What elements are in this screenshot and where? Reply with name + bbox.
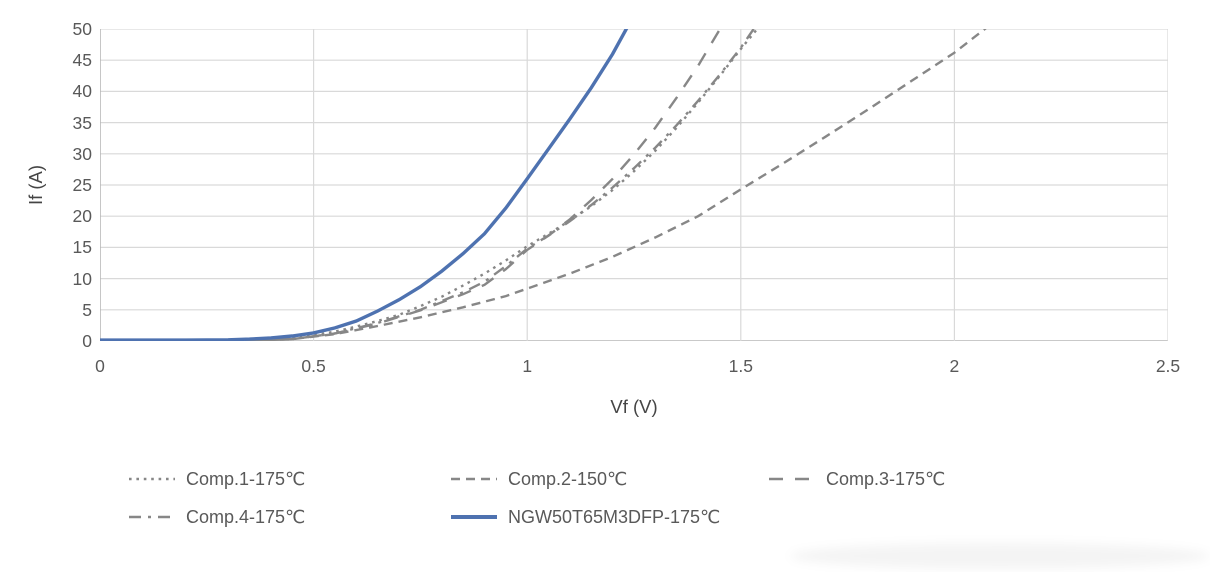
x-tick-label: 0 (95, 356, 105, 376)
chart-legend: Comp.1-175℃ Comp.2-150℃ Comp.3-175℃ Comp.4-… (128, 460, 945, 536)
legend-label: Comp.1-175℃ (186, 468, 306, 489)
legend-label: NGW50T65M3DFP-175℃ (508, 506, 721, 527)
y-tick-label: 0 (82, 331, 92, 351)
series-curve-5 (100, 29, 629, 341)
x-tick-label: 0.5 (301, 356, 326, 376)
y-tick-label: 5 (82, 299, 92, 320)
y-tick-label: 15 (72, 237, 92, 258)
x-tick-label: 2 (949, 356, 960, 376)
legend-marker-line (769, 477, 815, 481)
y-tick-label: 40 (72, 81, 92, 102)
plot-area (100, 29, 1168, 341)
y-tick-label: 25 (72, 175, 92, 195)
y-tick-label: 45 (72, 50, 92, 71)
series-curve-4 (100, 29, 756, 341)
x-tick-label: 1 (522, 356, 533, 376)
x-tick-label: 2.5 (1155, 356, 1181, 376)
legend-marker-line (451, 477, 497, 481)
legend-item-1: Comp.1-175℃ (128, 469, 450, 490)
legend-label: Comp.2-150℃ (508, 468, 628, 489)
shadow-artifact (790, 543, 1210, 569)
y-axis-title: If (A) (25, 164, 46, 206)
x-tick-label: 1.5 (728, 356, 753, 376)
legend-item-2: Comp.2-150℃ (450, 469, 768, 490)
legend-item-4: Comp.4-175℃ (128, 507, 450, 528)
y-tick-label: 20 (72, 206, 92, 227)
y-tick-label: 50 (72, 19, 92, 39)
legend-marker-line (129, 477, 175, 481)
y-tick-label: 10 (72, 268, 92, 289)
y-tick-label: 30 (72, 143, 92, 164)
x-axis-title: Vf (V) (610, 396, 658, 417)
legend-label: Comp.3-175℃ (826, 468, 946, 489)
legend-item-5: NGW50T65M3DFP-175℃ (450, 507, 768, 528)
legend-marker-line (129, 515, 175, 519)
legend-item-3: Comp.3-175℃ (768, 469, 945, 490)
legend-label: Comp.4-175℃ (186, 506, 306, 527)
y-tick-label: 35 (72, 112, 92, 133)
legend-marker-line (451, 515, 497, 519)
